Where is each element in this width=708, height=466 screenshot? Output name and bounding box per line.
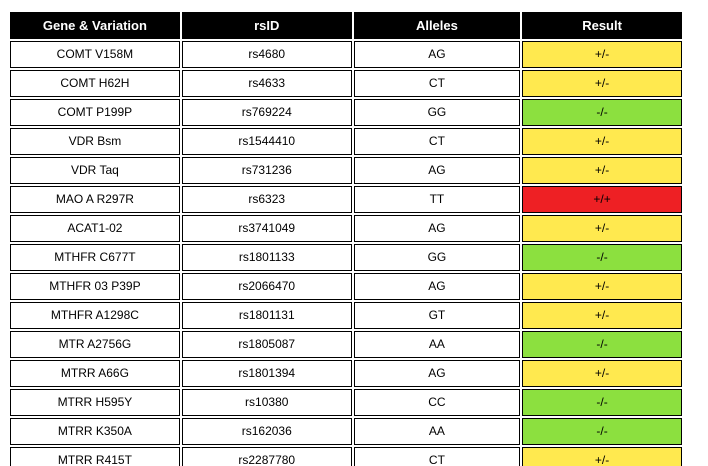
table-row: COMT V158M rs4680 AG +/- xyxy=(10,41,682,68)
header-row: Gene & Variation rsID Alleles Result xyxy=(10,12,682,39)
genetics-table: Gene & Variation rsID Alleles Result COM… xyxy=(8,10,684,466)
alleles-cell: AG xyxy=(353,360,521,387)
alleles-cell: AG xyxy=(353,41,521,68)
rsid-cell: rs3741049 xyxy=(181,215,352,242)
alleles-cell: AA xyxy=(353,331,521,358)
rsid-cell: rs769224 xyxy=(181,99,352,126)
table-row: MTRR K350A rs162036 AA -/- xyxy=(10,418,682,445)
rsid-cell: rs731236 xyxy=(181,157,352,184)
gene-cell: COMT P199P xyxy=(10,99,180,126)
alleles-cell: CT xyxy=(353,128,521,155)
rsid-cell: rs10380 xyxy=(181,389,352,416)
result-cell: +/- xyxy=(522,215,682,242)
result-cell: +/- xyxy=(522,128,682,155)
rsid-cell: rs6323 xyxy=(181,186,352,213)
gene-cell: ACAT1-02 xyxy=(10,215,180,242)
result-cell: +/- xyxy=(522,70,682,97)
alleles-cell: CT xyxy=(353,447,521,466)
gene-cell: MTRR A66G xyxy=(10,360,180,387)
gene-cell: VDR Taq xyxy=(10,157,180,184)
table-row: ACAT1-02 rs3741049 AG +/- xyxy=(10,215,682,242)
table-row: MTRR R415T rs2287780 CT +/- xyxy=(10,447,682,466)
table-row: VDR Taq rs731236 AG +/- xyxy=(10,157,682,184)
table-row: COMT P199P rs769224 GG -/- xyxy=(10,99,682,126)
rsid-cell: rs2287780 xyxy=(181,447,352,466)
alleles-cell: CC xyxy=(353,389,521,416)
table-row: MTHFR A1298C rs1801131 GT +/- xyxy=(10,302,682,329)
result-cell: -/- xyxy=(522,389,682,416)
gene-cell: MTRR R415T xyxy=(10,447,180,466)
gene-cell: MTHFR C677T xyxy=(10,244,180,271)
alleles-cell: AG xyxy=(353,157,521,184)
result-cell: -/- xyxy=(522,244,682,271)
rsid-cell: rs4680 xyxy=(181,41,352,68)
gene-cell: MTRR K350A xyxy=(10,418,180,445)
result-cell: +/- xyxy=(522,273,682,300)
gene-cell: VDR Bsm xyxy=(10,128,180,155)
alleles-cell: AA xyxy=(353,418,521,445)
result-cell: +/- xyxy=(522,41,682,68)
gene-cell: COMT H62H xyxy=(10,70,180,97)
rsid-cell: rs4633 xyxy=(181,70,352,97)
rsid-cell: rs1801394 xyxy=(181,360,352,387)
gene-cell: MTR A2756G xyxy=(10,331,180,358)
alleles-cell: TT xyxy=(353,186,521,213)
gene-cell: COMT V158M xyxy=(10,41,180,68)
header-gene-variation: Gene & Variation xyxy=(10,12,180,39)
rsid-cell: rs1544410 xyxy=(181,128,352,155)
table-row: COMT H62H rs4633 CT +/- xyxy=(10,70,682,97)
gene-cell: MTRR H595Y xyxy=(10,389,180,416)
table-row: VDR Bsm rs1544410 CT +/- xyxy=(10,128,682,155)
rsid-cell: rs162036 xyxy=(181,418,352,445)
rsid-cell: rs1801133 xyxy=(181,244,352,271)
gene-cell: MTHFR 03 P39P xyxy=(10,273,180,300)
result-cell: -/- xyxy=(522,418,682,445)
table-row: MTHFR C677T rs1801133 GG -/- xyxy=(10,244,682,271)
table-row: MTRR A66G rs1801394 AG +/- xyxy=(10,360,682,387)
table-row: MAO A R297R rs6323 TT +/+ xyxy=(10,186,682,213)
alleles-cell: GG xyxy=(353,99,521,126)
rsid-cell: rs1805087 xyxy=(181,331,352,358)
table-row: MTHFR 03 P39P rs2066470 AG +/- xyxy=(10,273,682,300)
rsid-cell: rs1801131 xyxy=(181,302,352,329)
rsid-cell: rs2066470 xyxy=(181,273,352,300)
alleles-cell: AG xyxy=(353,273,521,300)
alleles-cell: GT xyxy=(353,302,521,329)
result-cell: +/- xyxy=(522,302,682,329)
table-row: MTR A2756G rs1805087 AA -/- xyxy=(10,331,682,358)
result-cell: -/- xyxy=(522,99,682,126)
result-cell: +/- xyxy=(522,157,682,184)
alleles-cell: AG xyxy=(353,215,521,242)
header-result: Result xyxy=(522,12,682,39)
result-cell: +/+ xyxy=(522,186,682,213)
alleles-cell: CT xyxy=(353,70,521,97)
table-row: MTRR H595Y rs10380 CC -/- xyxy=(10,389,682,416)
result-cell: -/- xyxy=(522,331,682,358)
gene-cell: MTHFR A1298C xyxy=(10,302,180,329)
result-cell: +/- xyxy=(522,360,682,387)
table-body: COMT V158M rs4680 AG +/- COMT H62H rs4633 CT +/… xyxy=(10,41,682,466)
alleles-cell: GG xyxy=(353,244,521,271)
header-alleles: Alleles xyxy=(353,12,521,39)
result-cell: +/- xyxy=(522,447,682,466)
header-rsid: rsID xyxy=(181,12,352,39)
gene-cell: MAO A R297R xyxy=(10,186,180,213)
